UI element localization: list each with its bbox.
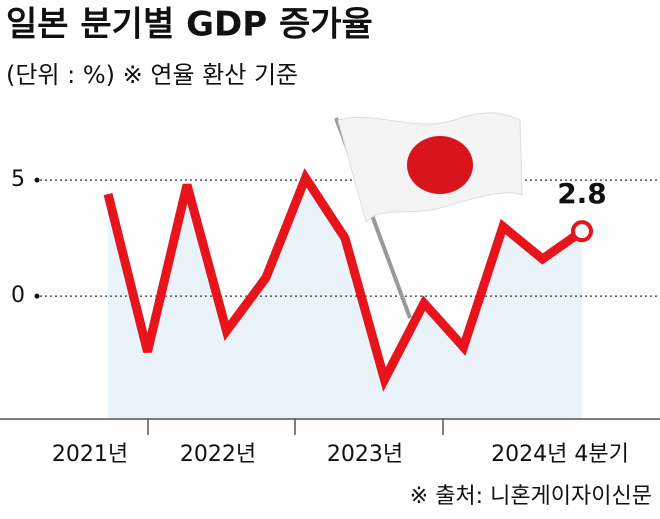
chart-subtitle: (단위 : %) ※ 연율 환산 기준 [6, 61, 298, 89]
data-label: 2.8 [557, 177, 607, 210]
source: ※ 출처: 니혼게이자이신문 [410, 484, 652, 509]
japan-flag [334, 112, 523, 319]
x-group-label: 2023년 [327, 442, 403, 467]
chart-title: 일본 분기별 GDP 증가율 [6, 5, 373, 45]
y-tick-label: 5 [11, 167, 25, 192]
plot: 0 5 2.8 2021년 2022년 2023년 2024년 4분기 [0, 167, 660, 467]
x-group-label: 2024년 4분기 [491, 442, 629, 467]
end-marker [571, 220, 593, 243]
flag-sun [407, 136, 473, 194]
x-group-label: 2022년 [180, 442, 256, 467]
y-tick-label: 0 [11, 283, 25, 308]
line [103, 168, 585, 392]
area [108, 177, 582, 419]
tick-dot [34, 177, 40, 183]
x-group-label: 2021년 [52, 442, 128, 467]
tick-dot [34, 293, 40, 299]
